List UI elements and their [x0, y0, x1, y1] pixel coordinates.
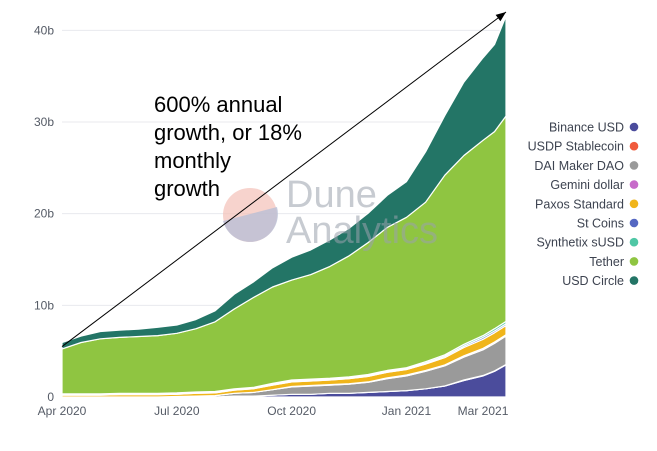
legend-label: USDP Stablecoin — [528, 140, 624, 154]
legend-item-tether[interactable]: Tether — [589, 255, 639, 269]
watermark-line-2: Analytics — [286, 210, 438, 252]
legend-label: Binance USD — [549, 121, 624, 135]
legend-dot — [629, 161, 639, 170]
legend-dot — [629, 180, 639, 189]
legend-label: Tether — [589, 255, 624, 269]
growth-annotation: 600% annual growth, or 18% monthly growt… — [154, 92, 302, 201]
legend-item-paxos-standard[interactable]: Paxos Standard — [535, 197, 639, 211]
growth-arrow — [61, 11, 507, 347]
legend: Binance USD USDP Stablecoin DAI Maker DAO G… — [528, 121, 639, 288]
legend-dot — [629, 218, 639, 228]
legend-dot — [629, 141, 639, 151]
legend-label: Synthetix sUSD — [536, 236, 624, 250]
annotation-line-4: growth — [154, 176, 220, 201]
annotation-line-2: growth, or 18% — [154, 120, 302, 145]
x-tick-label: Jan 2021 — [382, 404, 432, 418]
dune-analytics-watermark: Dune Analytics — [223, 174, 438, 252]
y-tick-label: 20b — [34, 207, 54, 221]
area-series — [61, 15, 507, 398]
arrow-head — [495, 12, 506, 22]
x-tick-label: Apr 2020 — [38, 404, 87, 418]
legend-item-st-coins[interactable]: St Coins — [577, 217, 639, 231]
x-tick-label: Mar 2021 — [458, 404, 509, 418]
area-usd-circle — [61, 15, 507, 350]
legend-item-usdp-stablecoin[interactable]: USDP Stablecoin — [528, 140, 639, 154]
legend-dot — [629, 257, 639, 266]
annotation-line-3: monthly — [154, 148, 231, 173]
legend-label: Gemini dollar — [550, 178, 624, 192]
legend-label: DAI Maker DAO — [534, 159, 624, 173]
y-tick-label: 0 — [47, 390, 54, 404]
legend-label: Paxos Standard — [535, 197, 624, 211]
watermark-logo-segment — [223, 207, 278, 242]
annotation-line-1: 600% annual — [154, 92, 282, 117]
y-tick-label: 40b — [34, 23, 54, 37]
arrow-line — [61, 11, 507, 347]
y-tick-label: 30b — [34, 115, 54, 129]
x-tick-label: Oct 2020 — [267, 404, 316, 418]
legend-dot — [629, 237, 639, 247]
legend-dot — [629, 199, 639, 209]
legend-dot — [629, 122, 639, 132]
legend-dot — [629, 276, 639, 285]
legend-item-dai-maker-dao[interactable]: DAI Maker DAO — [534, 159, 639, 173]
legend-label: USD Circle — [562, 274, 624, 288]
legend-label: St Coins — [577, 217, 624, 231]
x-axis: Apr 2020 Jul 2020 Oct 2020 Jan 2021 Mar 2021 — [38, 404, 509, 418]
legend-item-synthetix-susd[interactable]: Synthetix sUSD — [536, 236, 639, 250]
y-tick-label: 10b — [34, 298, 54, 312]
legend-item-usd-circle[interactable]: USD Circle — [562, 274, 639, 288]
legend-item-gemini-dollar[interactable]: Gemini dollar — [550, 178, 639, 192]
watermark-line-1: Dune — [286, 174, 377, 216]
x-tick-label: Jul 2020 — [154, 404, 200, 418]
y-axis: 0 10b 20b 30b 40b — [34, 23, 54, 404]
legend-item-binance-usd[interactable]: Binance USD — [549, 121, 639, 135]
